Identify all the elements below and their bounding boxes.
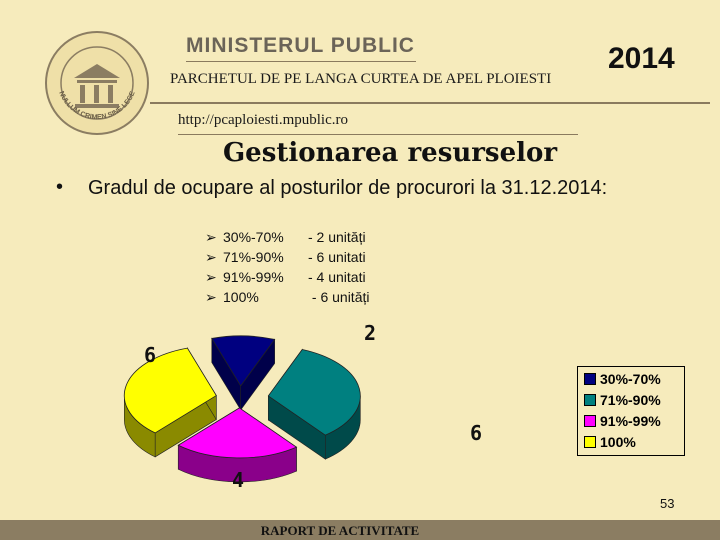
occupancy-range: 91%-99% (223, 269, 284, 285)
pie-slice-30-70 (211, 335, 276, 387)
legend-swatch (584, 373, 596, 386)
legend-item-30-70: 30%-70% (584, 369, 661, 389)
institution-name: PARCHETUL DE PE LANGA CURTEA DE APEL PLO… (170, 71, 552, 87)
arrow-bullet-icon: ➢ (205, 229, 217, 245)
occupancy-range: 71%-90% (223, 249, 284, 265)
occupancy-count: - 4 unitati (308, 269, 366, 285)
arrow-bullet-icon: ➢ (205, 289, 217, 305)
legend-item-91-99: 91%-99% (584, 411, 661, 431)
occupancy-range: 100% (223, 289, 259, 305)
pie-data-label: 6 (144, 343, 156, 367)
header-divider-top (186, 61, 416, 62)
occupancy-count: - 6 unități (308, 289, 370, 305)
header-divider-bottom (178, 134, 578, 135)
legend-item-71-90: 71%-90% (584, 390, 661, 410)
page-number: 53 (660, 496, 675, 511)
pie-data-label: 2 (364, 321, 376, 345)
pie-slice-100 (123, 347, 217, 434)
pie-data-label: 4 (232, 468, 244, 492)
legend-label: 30%-70% (600, 371, 661, 387)
bullet-icon: • (56, 176, 64, 198)
occupancy-count: - 2 unități (308, 229, 366, 245)
pie-slice-71-90 (267, 349, 361, 436)
legend-swatch (584, 415, 596, 428)
legend-swatch (584, 436, 596, 449)
pie-slice-91-99 (177, 407, 298, 459)
occupancy-count: - 6 unitati (308, 249, 366, 265)
bullet-text: Gradul de ocupare al posturilor de procu… (88, 177, 608, 199)
legend-label: 71%-90% (600, 392, 661, 408)
legend-item-100: 100% (584, 432, 636, 452)
legend-label: 100% (600, 434, 636, 450)
arrow-bullet-icon: ➢ (205, 249, 217, 265)
chart-legend: 30%-70% 71%-90% 91%-99% 100% (577, 366, 685, 456)
seal-logo: NULLUM CRIMEN SINE LEGE (45, 31, 149, 135)
legend-swatch (584, 394, 596, 407)
occupancy-range: 30%-70% (223, 229, 284, 245)
legend-label: 91%-99% (600, 413, 661, 429)
footer-bar (0, 520, 720, 540)
header-divider-middle (150, 102, 710, 104)
footer-text: RAPORT DE ACTIVITATE (260, 523, 420, 538)
occupancy-item: ➢ 91%-99% - 4 unitati (205, 267, 405, 287)
occupancy-list: ➢ 30%-70% - 2 unități ➢ 71%-90% - 6 unit… (205, 227, 405, 307)
occupancy-item: ➢ 100% - 6 unități (205, 287, 405, 307)
pie-data-label: 6 (470, 421, 482, 445)
arrow-bullet-icon: ➢ (205, 269, 217, 285)
slide-title: Gestionarea resurselor (222, 138, 558, 168)
occupancy-item: ➢ 30%-70% - 2 unități (205, 227, 405, 247)
report-year: 2014 (608, 42, 675, 75)
occupancy-item: ➢ 71%-90% - 6 unitati (205, 247, 405, 267)
website-link[interactable]: http://pcaploiesti.mpublic.ro (178, 112, 348, 128)
ministry-name: MINISTERUL PUBLIC (186, 34, 415, 57)
